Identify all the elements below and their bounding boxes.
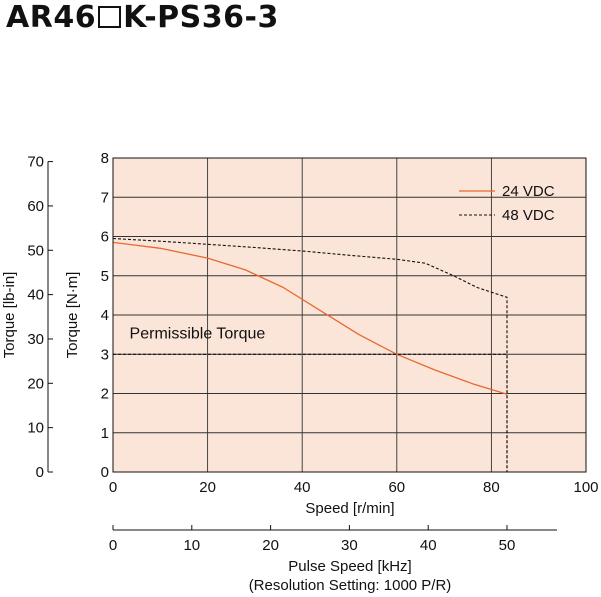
legend-label-48vdc: 48 VDC (502, 207, 555, 224)
x2-tick-label: 50 (499, 537, 516, 554)
x-axis-label: Speed [r/min] (305, 500, 394, 517)
y-tick-label: 8 (101, 150, 109, 167)
y-tick-label: 0 (101, 464, 109, 481)
resolution-setting-label: (Resolution Setting: 1000 P/R) (249, 577, 452, 594)
legend-label-24vdc: 24 VDC (502, 183, 555, 200)
x2-tick-label: 10 (183, 537, 200, 554)
model-code-placeholder-box (98, 6, 122, 28)
x-tick-label: 0 (109, 479, 117, 496)
y2-tick-label: 60 (27, 198, 44, 215)
legend: 24 VDC 48 VDC (459, 183, 555, 224)
y-tick-label: 5 (101, 268, 109, 285)
x2-tick-label: 30 (341, 537, 358, 554)
y2-tick-label: 0 (36, 464, 44, 481)
y-tick-label: 7 (101, 189, 109, 206)
y2-tick-label: 10 (27, 420, 44, 437)
title-model-suffix: K-PS36-3 (123, 0, 279, 35)
y2-tick-label: 30 (27, 331, 44, 348)
y2-tick-label: 50 (27, 242, 44, 259)
y-tick-label: 2 (101, 386, 109, 403)
page-title: AR46 K-PS36-3 (6, 0, 279, 35)
x2-tick-label: 0 (109, 537, 117, 554)
permissible-torque-label: Permissible Torque (130, 326, 266, 343)
y2-tick-label: 70 (27, 154, 44, 171)
series-48vdc-line (112, 237, 508, 472)
x-tick-label: 20 (199, 479, 216, 496)
y2-tick-label: 20 (27, 375, 44, 392)
x2-tick-label: 40 (420, 537, 437, 554)
x-tick-label: 100 (573, 479, 598, 496)
x-tick-label: 80 (483, 479, 500, 496)
x-tick-label: 60 (388, 479, 405, 496)
series-24vdc-line (112, 241, 508, 395)
y2-tick-label: 40 (27, 287, 44, 304)
plot-frame (112, 157, 587, 473)
y2-axis-label: Torque [lb-in] (1, 272, 18, 359)
y-tick-label: 1 (101, 425, 109, 442)
pulse-speed-axis-label: Pulse Speed [kHz] (288, 558, 411, 575)
x2-tick-label: 20 (262, 537, 279, 554)
permissible-torque-line (113, 353, 508, 472)
title-model-prefix: AR46 (6, 0, 97, 35)
y-tick-label: 3 (101, 346, 109, 363)
y-tick-label: 4 (101, 307, 109, 324)
x-tick-label: 40 (294, 479, 311, 496)
series-lines (112, 237, 508, 472)
y-axis-label: Torque [N·m] (64, 272, 81, 359)
y-tick-label: 6 (101, 229, 109, 246)
